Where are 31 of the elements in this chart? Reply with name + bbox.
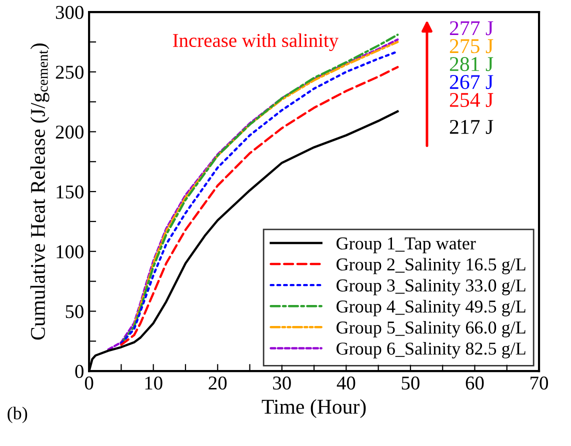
x-tick-label: 60 [466, 376, 484, 390]
annotation: 217 J [450, 120, 494, 134]
annotation: 254 J [450, 93, 494, 108]
annotation: 267 J [450, 75, 494, 90]
text: (b) [8, 406, 28, 424]
y-tick-label: 50 [66, 305, 84, 318]
legend-label: Group 3_Salinity 33.0 g/L [336, 278, 526, 296]
y-axis-title: Cumulative Heat Release (J/g$_{cement}$) [30, 44, 50, 340]
x-tick-label: 50 [402, 376, 420, 390]
legend-label: Group 5_Salinity 66.0 g/L [336, 320, 526, 338]
legend-label: Group 4_Salinity 49.5 g/L [336, 300, 526, 316]
annotation: 275 J [450, 39, 494, 54]
y-tick-label: 100 [56, 245, 84, 258]
y-tick-label: 150 [56, 185, 84, 198]
legend-label: Group 2_Salinity 16.5 g/L [336, 258, 526, 274]
x-tick-label: 70 [530, 376, 548, 390]
y-tick-label: 300 [56, 6, 84, 19]
x-tick-label: 0 [84, 376, 94, 390]
y-tick-label: 200 [56, 126, 84, 139]
x-axis-title: Time (Hour) [262, 399, 366, 418]
x-tick-label: 40 [336, 376, 356, 390]
annotation: 281 J [450, 57, 494, 72]
x-tick-label: 30 [273, 376, 291, 390]
y-tick-label: 250 [56, 66, 84, 79]
legend-label: Group 1_Tap water [336, 237, 476, 254]
x-tick-label: 10 [145, 376, 162, 390]
x-tick-label: 20 [208, 376, 227, 390]
annotation: 277 J [450, 21, 494, 36]
legend-label: Group 6_Salinity 82.5 g/L [336, 342, 526, 358]
y-tick-label: 0 [75, 364, 84, 378]
annotation: Increase with salinity [173, 33, 339, 52]
